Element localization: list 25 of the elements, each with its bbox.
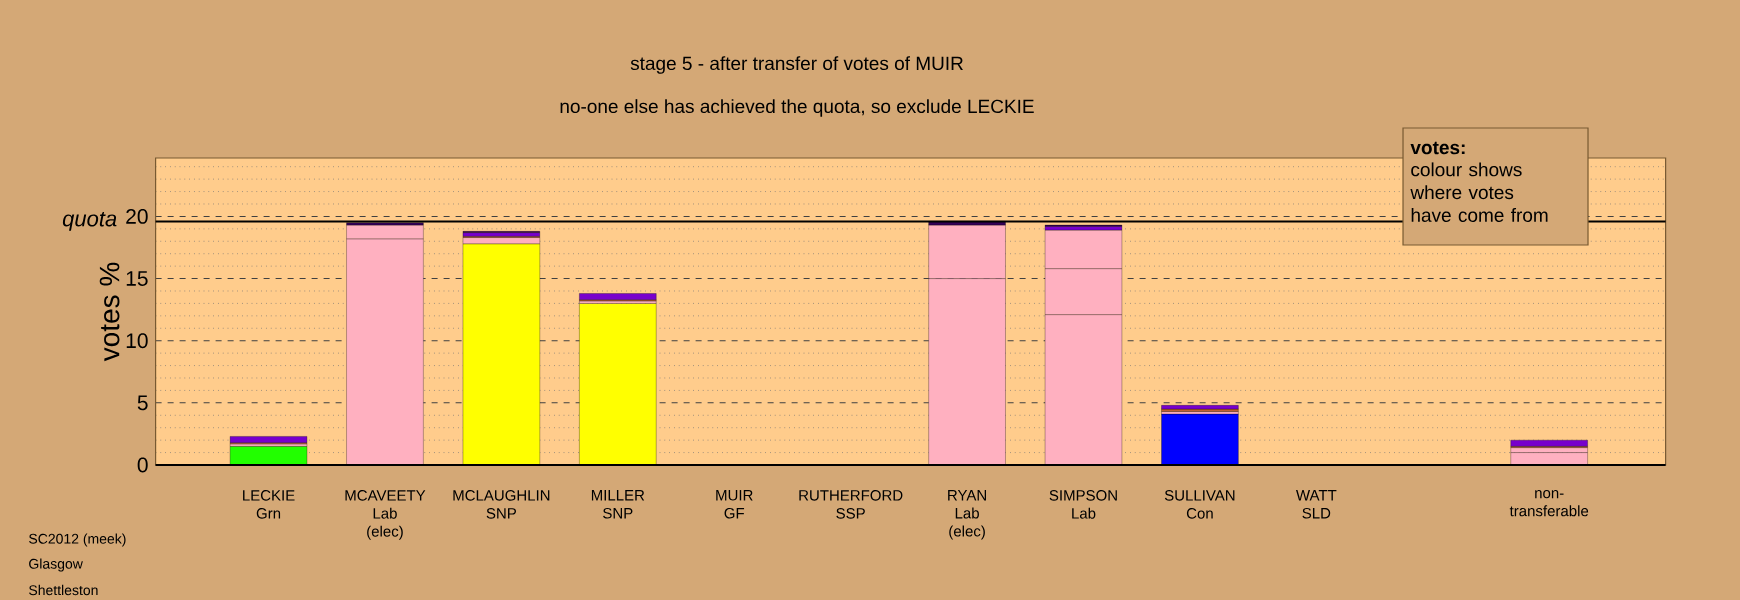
chart-title: stage 5 - after transfer of votes of MUIR [630,56,963,74]
y-tick-label: 5 [137,395,148,411]
x-tick-label: MCLAUGHLIN SNP [453,490,550,519]
x-tick-label: SULLIVAN Con [1164,490,1235,519]
text: votes: [1410,141,1465,155]
x-tick-label: RUTHERFORD SSP [799,490,903,519]
y-tick-label: 15 [126,271,148,286]
x-tick-label: SIMPSON Lab [1049,490,1117,519]
annotation: colour shows where votes have come from [1410,162,1548,222]
x-tick-label: LECKIE Grn [243,490,295,519]
chart-subtitle: no-one else has achieved the quota, so exclude LECKIE [560,99,1034,117]
x-tick-label: MUIR GF [716,490,753,519]
ref-line-label: quota [62,212,117,231]
text: Glasgow [29,558,83,572]
y-tick-label: 0 [137,457,148,473]
x-tick-label: MILLER SNP [591,490,645,519]
y-tick-label: 10 [126,333,148,349]
text: SC2012 (meek) [29,533,126,547]
x-tick-label: RYAN Lab (elec) [948,490,986,540]
text: Shettleston [29,584,98,596]
y-axis-title: votes % [99,262,120,362]
y-tick-label: 20 [126,208,148,224]
x-tick-label: WATT SLD [1296,490,1337,519]
x-tick-label: non-transferable [1509,490,1589,517]
x-tick-label: MCAVEETY Lab (elec) [345,490,426,540]
